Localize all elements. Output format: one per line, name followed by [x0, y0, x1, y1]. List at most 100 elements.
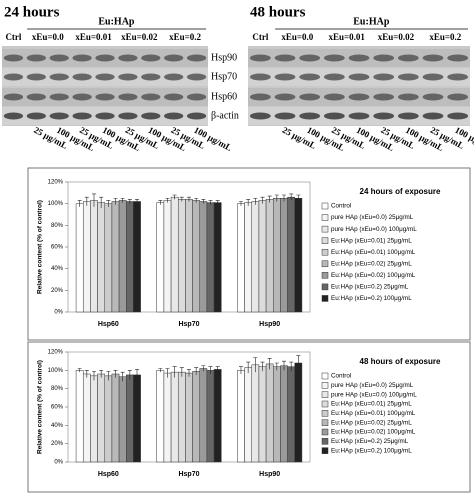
error-bar: [84, 370, 89, 378]
band: [95, 112, 115, 120]
y-tick-label: 40%: [51, 423, 64, 429]
y-tick-label: 120%: [48, 180, 64, 186]
band: [249, 93, 271, 101]
band: [447, 93, 469, 101]
band: [141, 93, 161, 101]
error-bar: [208, 366, 213, 374]
x-tick-label: Hsp60: [98, 321, 119, 328]
band: [49, 54, 69, 62]
blot-title: 24 hours: [4, 4, 60, 20]
y-tick-label: 100%: [48, 368, 64, 374]
bar: [156, 202, 165, 313]
bar: [111, 201, 120, 313]
bar: [237, 203, 245, 313]
error-bar: [91, 193, 96, 207]
error-bar: [120, 371, 125, 382]
chart-title: 48 hours of exposure: [360, 357, 441, 366]
x-tick-label: Hsp90: [259, 321, 280, 328]
legend-label: Eu:HAp (xEu=0.02) 25μg/mL: [331, 260, 412, 267]
y-axis-label: Relative content (% of control): [37, 200, 44, 294]
y-tick-label: 80%: [51, 223, 64, 229]
column-label: xEu=0.0: [281, 32, 313, 42]
bar: [177, 199, 186, 313]
bar: [273, 366, 281, 463]
legend-label: Eu:HAp (xEu=0.02) 100μg/mL: [331, 429, 416, 436]
bar: [265, 199, 274, 313]
band-label: Hsp70: [211, 71, 237, 82]
bar: [213, 369, 222, 463]
error-bar: [194, 367, 199, 375]
bar: [185, 372, 193, 463]
band: [26, 54, 46, 62]
bar: [280, 198, 288, 313]
legend-swatch: [321, 214, 329, 221]
bar: [133, 201, 141, 313]
y-tick-label: 40%: [51, 266, 64, 272]
x-tick-label: Hsp60: [98, 471, 119, 478]
legend-label: Eu:HAp (xEu=0.02) 25μg/mL: [331, 419, 412, 426]
band: [26, 112, 46, 120]
legend-swatch: [321, 272, 329, 279]
error-bar: [246, 199, 251, 206]
bar: [133, 374, 141, 463]
y-tick-label: 80%: [51, 386, 64, 392]
band: [72, 54, 92, 62]
error-bar: [296, 355, 301, 371]
column-label: Ctrl: [5, 32, 21, 42]
bar: [97, 373, 105, 463]
column-label: xEu=0.02: [121, 32, 158, 42]
band: [397, 112, 419, 120]
band: [274, 93, 296, 101]
bar: [90, 200, 98, 313]
error-bar: [282, 194, 287, 202]
legend-swatch: [321, 438, 329, 445]
band: [72, 112, 92, 120]
bar: [156, 370, 165, 463]
legend-swatch: [321, 447, 329, 454]
legend-label: pure HAp (xEu=0.0) 100μg/mL: [331, 391, 417, 398]
error-bar: [274, 362, 279, 371]
band: [249, 73, 271, 81]
bar: [104, 375, 113, 463]
bar: [294, 198, 303, 313]
legend-label: pure HAp (xEu=0.0) 100μg/mL: [331, 226, 417, 233]
band: [141, 54, 161, 62]
bar: [75, 370, 84, 463]
band: [274, 112, 296, 120]
legend-swatch: [321, 295, 329, 302]
legend-label: Eu:HAp (xEu=0.01) 25μg/mL: [331, 401, 412, 408]
bar: [163, 200, 172, 313]
error-bar: [289, 361, 294, 372]
error-bar: [246, 361, 251, 374]
error-bar: [238, 201, 243, 206]
band: [118, 54, 138, 62]
column-label: xEu=0.01: [75, 32, 112, 42]
error-bar: [215, 366, 220, 373]
bar: [97, 202, 105, 313]
band: [373, 73, 395, 81]
band: [141, 73, 161, 81]
band: [422, 73, 444, 81]
column-label: xEu=0.2: [429, 32, 461, 42]
error-bar: [260, 361, 265, 372]
band: [299, 93, 321, 101]
bar: [258, 366, 267, 463]
group-label: Eu:HAp: [98, 16, 135, 27]
band: [72, 93, 92, 101]
band: [186, 54, 207, 62]
error-bar: [267, 195, 272, 203]
legend-label: Eu:HAp (xEu=0.01) 100μg/mL: [331, 249, 416, 256]
legend-swatch: [321, 248, 329, 256]
error-bar: [77, 368, 82, 373]
error-bar: [194, 197, 199, 203]
band: [348, 73, 370, 81]
band: [373, 93, 395, 101]
band: [422, 112, 444, 120]
x-tick-label: Hsp70: [178, 471, 199, 478]
bar: [118, 376, 127, 463]
y-tick-label: 60%: [51, 405, 64, 411]
legend-swatch: [321, 391, 329, 398]
legend-swatch: [321, 382, 329, 389]
band: [49, 73, 69, 81]
y-tick-label: 120%: [48, 350, 64, 356]
